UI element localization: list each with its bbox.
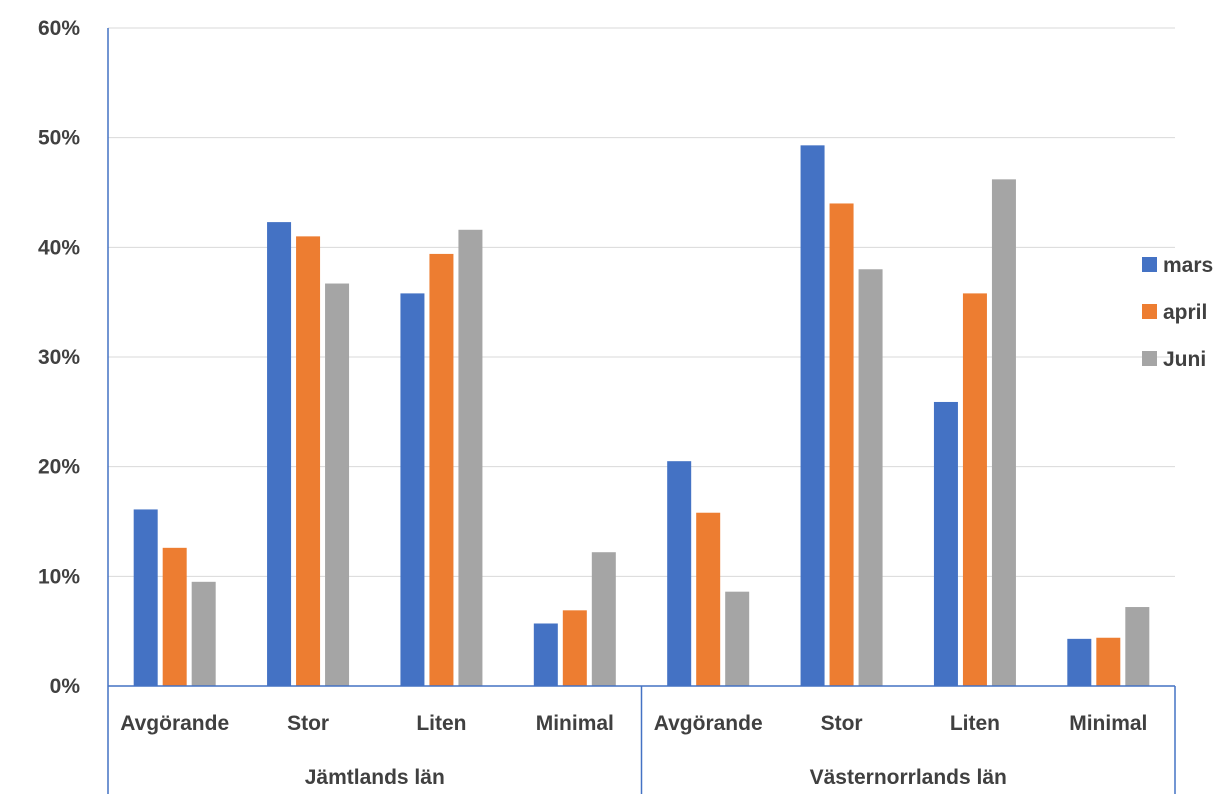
y-tick-label: 50%	[38, 127, 80, 150]
bar-juni	[325, 283, 350, 686]
bar-juni	[458, 229, 483, 686]
bar-mars	[133, 509, 158, 686]
legend-label: mars	[1163, 254, 1213, 277]
bar-april	[1096, 637, 1121, 686]
x-category-label: Liten	[950, 712, 1000, 735]
legend-swatch	[1142, 304, 1157, 319]
y-tick-label: 20%	[38, 456, 80, 479]
x-category-label: Stor	[821, 712, 863, 735]
bar-juni	[725, 591, 750, 686]
bar-april	[429, 253, 454, 686]
bar-april	[829, 203, 854, 686]
x-category-label: Avgörande	[654, 712, 763, 735]
legend-label: april	[1163, 301, 1207, 324]
y-tick-label: 40%	[38, 236, 80, 259]
bar-mars	[400, 293, 425, 686]
x-category-label: Minimal	[1069, 712, 1147, 735]
y-tick-label: 30%	[38, 346, 80, 369]
axes	[107, 28, 1176, 794]
bar-april	[962, 293, 987, 686]
legend-swatch	[1142, 257, 1157, 272]
legend: mars april Juni	[1142, 254, 1213, 371]
x-axis-groups: Jämtlands län Västernorrlands län	[305, 766, 1007, 789]
bar-juni	[991, 179, 1016, 686]
y-tick-label: 0%	[50, 675, 81, 698]
x-group-label: Västernorrlands län	[810, 766, 1007, 789]
bar-april	[296, 236, 321, 686]
bar-juni	[191, 581, 216, 686]
bar-mars	[267, 222, 292, 687]
bar-april	[562, 610, 587, 686]
y-tick-label: 60%	[38, 17, 80, 40]
bar-juni	[1125, 607, 1150, 686]
x-group-label: Jämtlands län	[305, 766, 445, 789]
bar-mars	[667, 461, 692, 686]
x-axis-categories: Avgörande Stor Liten Minimal Avgörande Stor Li…	[120, 712, 1147, 735]
bars	[133, 145, 1150, 687]
bar-april	[162, 547, 187, 686]
bar-mars	[1067, 638, 1092, 686]
bar-mars	[533, 623, 558, 686]
y-axis-ticks: 0% 10% 20% 30% 40% 50% 60%	[38, 17, 80, 698]
x-category-label: Minimal	[536, 712, 614, 735]
legend-swatch	[1142, 351, 1157, 366]
bar-mars	[933, 401, 958, 686]
bar-juni	[591, 552, 616, 686]
bar-mars	[800, 145, 825, 687]
x-category-label: Stor	[287, 712, 329, 735]
legend-label: Juni	[1163, 348, 1206, 371]
bar-juni	[858, 269, 883, 686]
x-category-label: Avgörande	[120, 712, 229, 735]
y-tick-label: 10%	[38, 565, 80, 588]
bar-april	[696, 512, 721, 686]
x-category-label: Liten	[416, 712, 466, 735]
